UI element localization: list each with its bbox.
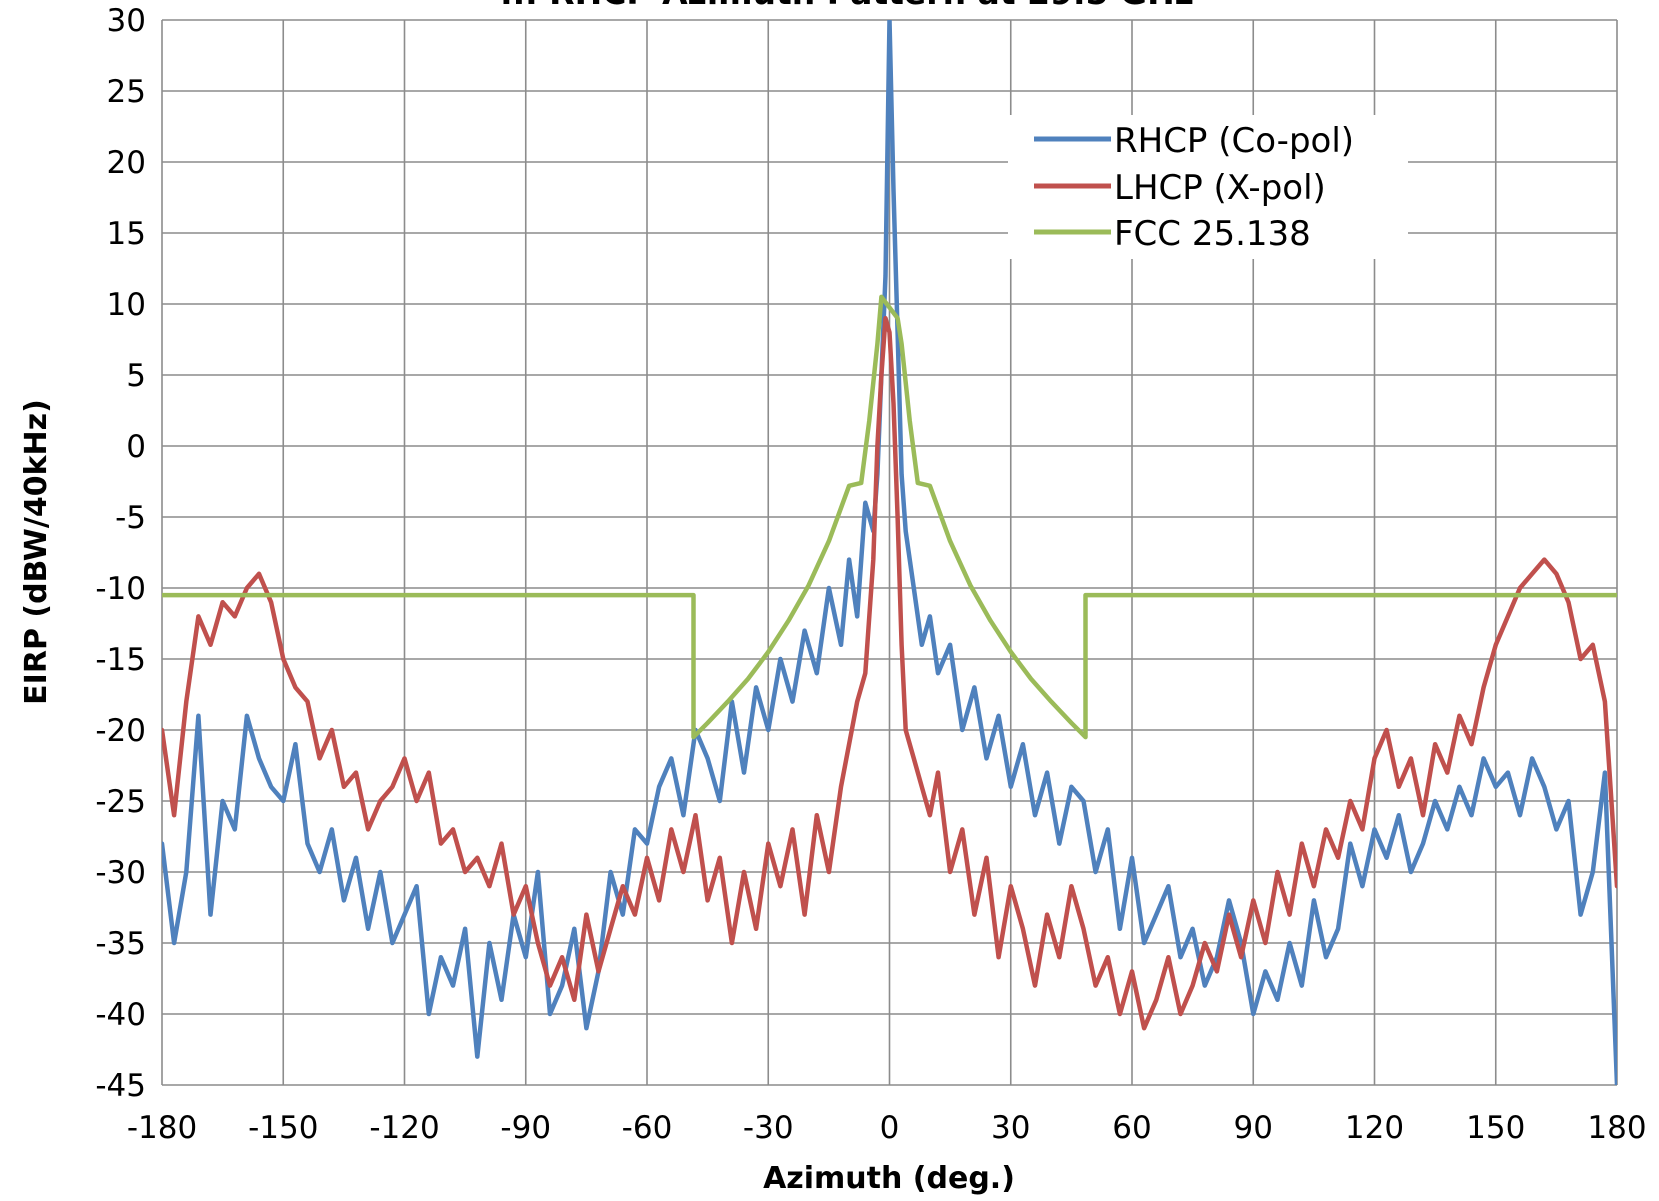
x-axis-ticks: -180 -150 -120 -90 -60 -30 0 30 60 90 120 150 180 <box>127 1110 1647 1146</box>
y-axis-title: EIRP (dBW/40kHz) <box>19 399 54 705</box>
legend-label-fcc: FCC 25.138 <box>1114 214 1311 254</box>
y-tick-label: -10 <box>95 571 146 607</box>
y-tick-label: -15 <box>95 642 146 678</box>
x-tick-label: 90 <box>1234 1110 1273 1146</box>
y-tick-label: 0 <box>126 429 146 465</box>
x-tick-label: 0 <box>880 1110 900 1146</box>
x-tick-label: -30 <box>743 1110 794 1146</box>
y-tick-label: -30 <box>95 855 146 891</box>
x-tick-label: -150 <box>248 1110 318 1146</box>
y-tick-label: 20 <box>107 145 146 181</box>
x-tick-label: 180 <box>1587 1110 1646 1146</box>
x-tick-label: 60 <box>1112 1110 1151 1146</box>
y-tick-label: -35 <box>95 926 146 962</box>
y-tick-label: 10 <box>107 287 146 323</box>
y-tick-label: -40 <box>95 997 146 1033</box>
y-tick-label: 25 <box>107 74 146 110</box>
legend-label-rhcp: RHCP (Co-pol) <box>1114 121 1354 161</box>
y-tick-label: -5 <box>115 500 146 536</box>
series-line-lhcp <box>162 315 1617 1031</box>
x-tick-label: 30 <box>991 1110 1030 1146</box>
legend-label-lhcp: LHCP (X-pol) <box>1114 168 1326 208</box>
x-tick-label: -180 <box>127 1110 197 1146</box>
series-line-rhcp <box>162 20 1617 1085</box>
y-tick-label: 30 <box>107 3 146 39</box>
x-tick-label: 150 <box>1466 1110 1525 1146</box>
y-tick-label: -45 <box>95 1068 146 1104</box>
y-tick-label: -25 <box>95 784 146 820</box>
series-layer <box>162 20 1617 1085</box>
y-axis-ticks: 30 25 20 15 10 5 0 -5 -10 -15 -20 -25 -30 -35 -40 -45 <box>95 3 146 1104</box>
x-axis-title: Azimuth (deg.) <box>763 1161 1015 1196</box>
chart-title: ... RHCP Azimuth Pattern at 29.5 GHz <box>500 0 1194 12</box>
x-tick-label: -90 <box>500 1110 551 1146</box>
x-tick-label: -120 <box>369 1110 439 1146</box>
legend: RHCP (Co-pol) LHCP (X-pol) FCC 25.138 <box>1008 115 1408 259</box>
x-tick-label: -60 <box>622 1110 673 1146</box>
y-tick-label: 5 <box>126 358 146 394</box>
x-tick-label: 120 <box>1345 1110 1404 1146</box>
series-line-fcc <box>162 294 1617 740</box>
y-tick-label: 15 <box>107 216 146 252</box>
y-tick-label: -20 <box>95 713 146 749</box>
